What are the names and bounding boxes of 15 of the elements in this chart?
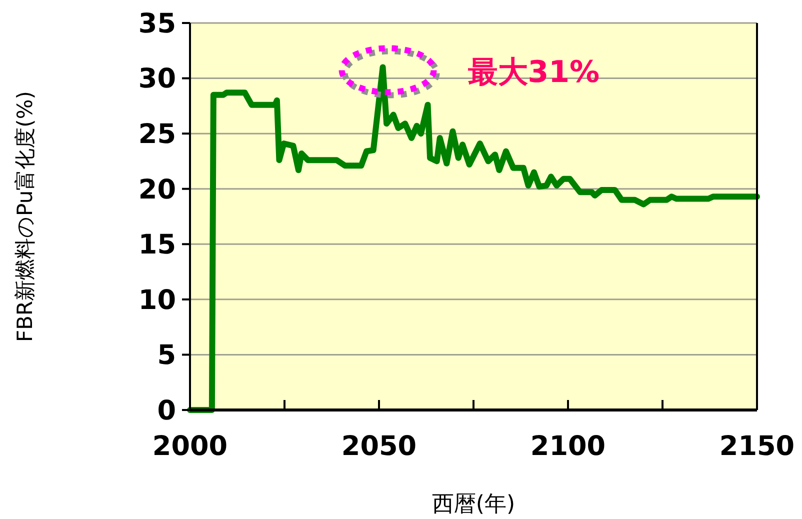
y-tick-label: 0 xyxy=(157,395,176,426)
x-tick-label: 2000 xyxy=(152,431,228,462)
x-tick-label: 2050 xyxy=(341,431,417,462)
y-tick-label: 30 xyxy=(138,64,176,95)
y-tick-label: 5 xyxy=(157,340,176,372)
x-tick-label: 2100 xyxy=(530,431,606,462)
x-tick-label: 2150 xyxy=(719,431,795,462)
y-tick-label: 15 xyxy=(138,230,176,261)
y-tick-label: 20 xyxy=(138,174,176,206)
y-tick-label: 35 xyxy=(138,8,176,40)
x-axis-title: 西暦(年) xyxy=(432,492,516,517)
y-tick-label: 25 xyxy=(138,119,176,150)
annotation: 最大31% xyxy=(468,55,600,90)
y-tick-label: 10 xyxy=(138,284,176,316)
y-axis-title: FBR新燃料のPu富化度(%) xyxy=(13,90,37,342)
